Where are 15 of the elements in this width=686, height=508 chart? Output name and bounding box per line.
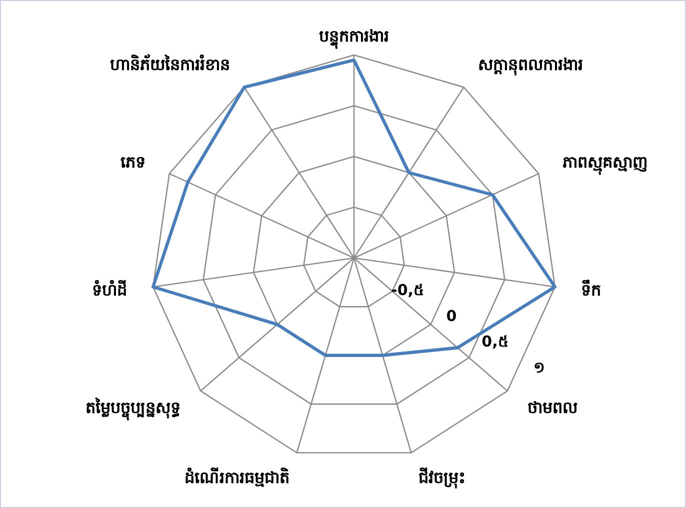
spoke-label: សក្តានុពលការងារ	[478, 55, 584, 76]
y-tick-label: 0	[446, 306, 457, 325]
spoke-label: ទំហំដី	[92, 280, 127, 300]
spoke-label: ថាមពល	[527, 398, 578, 418]
spoke-label: តម្លៃបច្ចុប្បន្នសុទ្ធ	[86, 397, 181, 422]
spoke-label: បន្ទុកការងារ	[319, 26, 389, 50]
spoke-label: ភេទ	[120, 152, 146, 172]
y-tick-label: 0,៥	[482, 332, 509, 351]
spoke-label: ទឹក	[581, 280, 602, 300]
spoke-label: ភាពស្មុគស្មាញ	[562, 152, 648, 176]
spoke-label: ជីវចម្រុះ	[418, 467, 466, 490]
spoke-label: ដំណើរការធម្មជាតិ	[184, 467, 290, 488]
spoke-label: ហានិភ័យនៃការរំខាន	[110, 54, 230, 74]
y-tick-label: ១	[533, 358, 544, 376]
y-tick-label: -0,៥	[391, 280, 425, 299]
